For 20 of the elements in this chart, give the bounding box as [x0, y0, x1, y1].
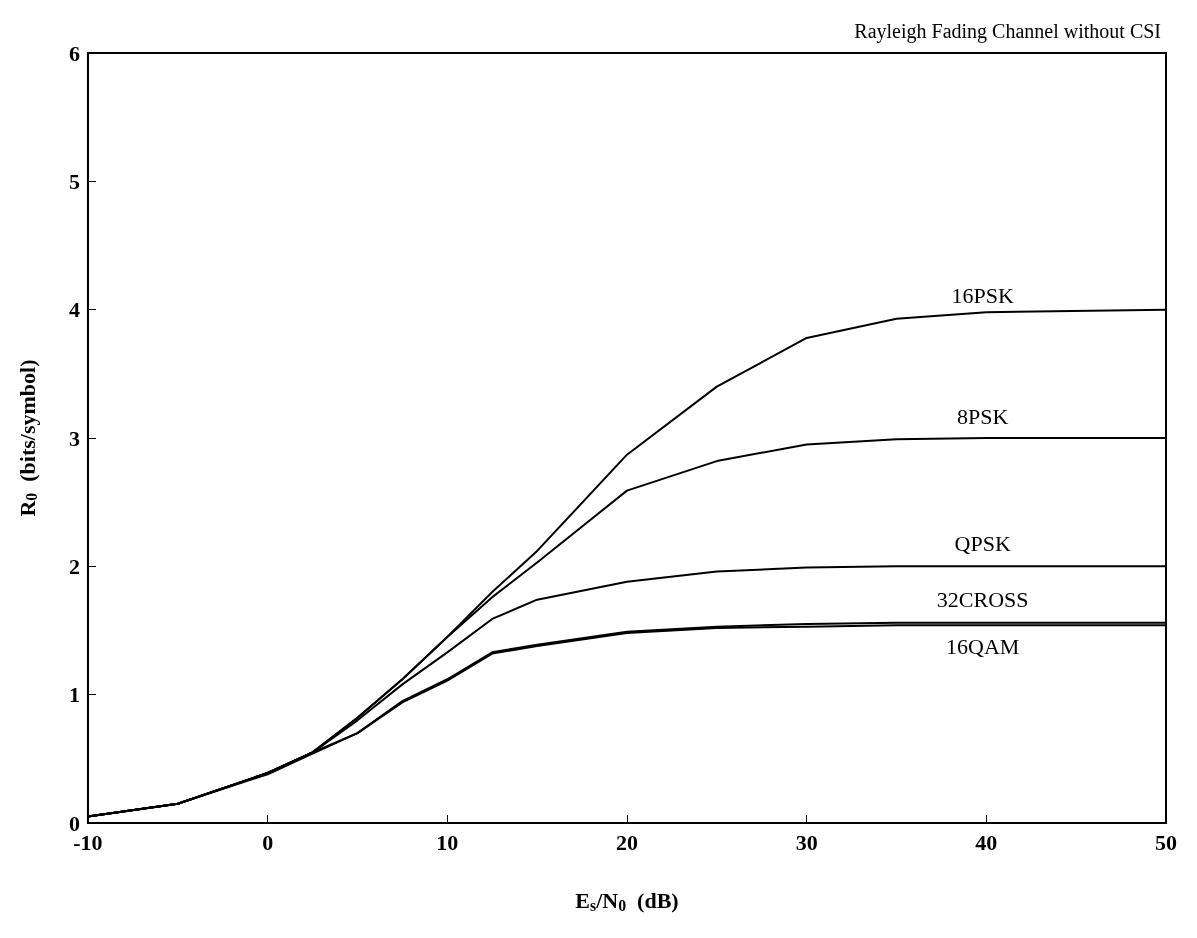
y-tick-label: 3 — [68, 425, 80, 451]
y-tick-label: 6 — [68, 40, 80, 66]
series-label: 16QAM — [946, 633, 1020, 659]
x-tick-label: 50 — [1155, 829, 1177, 855]
y-tick-label: 4 — [68, 297, 80, 323]
x-tick-label: 20 — [615, 829, 638, 855]
x-tick-label: 30 — [795, 829, 818, 855]
y-tick-label: 1 — [68, 682, 80, 708]
y-tick-label: 2 — [68, 553, 80, 579]
series-label: 32CROSS — [936, 587, 1029, 613]
y-tick-label: 5 — [68, 168, 80, 194]
y-tick-label: 0 — [68, 810, 80, 836]
x-tick-label: 40 — [975, 829, 998, 855]
series-label: QPSK — [954, 530, 1011, 556]
y-axis-title: R0 (bits/symbol) — [14, 359, 41, 517]
series-label: 8PSK — [957, 403, 1009, 429]
x-tick-label: 10 — [436, 829, 459, 855]
x-tick-label: 0 — [262, 829, 274, 855]
series-label: 16PSK — [951, 283, 1015, 309]
chart-title: Rayleigh Fading Channel without CSI — [854, 20, 1162, 43]
